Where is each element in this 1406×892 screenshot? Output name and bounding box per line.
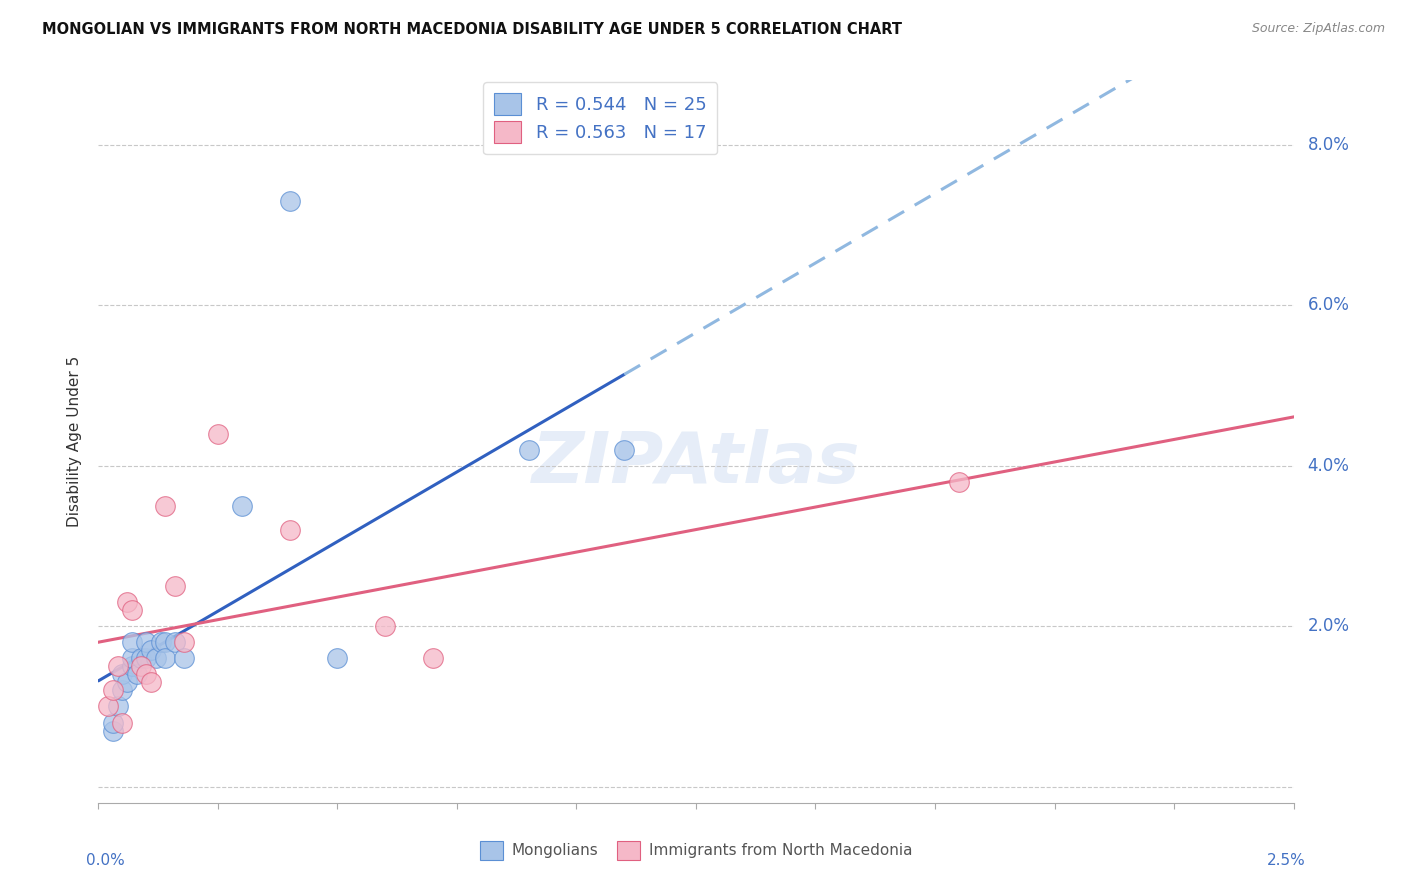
Point [111, 683, 134, 698]
Point [107, 659, 129, 673]
Text: 4.0%: 4.0% [1308, 457, 1350, 475]
Point [422, 651, 444, 665]
Point [517, 442, 540, 457]
Text: ZIPAtlas: ZIPAtlas [531, 429, 860, 498]
Point [131, 651, 153, 665]
Point [125, 667, 148, 681]
Point [121, 651, 143, 665]
Text: 6.0%: 6.0% [1308, 296, 1350, 314]
Point [131, 659, 153, 673]
Point [231, 499, 253, 513]
Point [121, 635, 143, 649]
Point [155, 651, 177, 665]
Y-axis label: Disability Age Under 5: Disability Age Under 5 [67, 356, 83, 527]
Text: 2.0%: 2.0% [1308, 617, 1350, 635]
Text: 0.0%: 0.0% [87, 854, 125, 869]
Point [173, 651, 195, 665]
Point [107, 699, 129, 714]
Point [115, 675, 138, 690]
Point [948, 475, 970, 489]
Point [121, 659, 143, 673]
Point [374, 619, 396, 633]
Point [111, 667, 134, 681]
Text: 2.5%: 2.5% [1267, 854, 1306, 869]
Text: 8.0%: 8.0% [1308, 136, 1350, 153]
Point [111, 715, 134, 730]
Point [163, 579, 186, 593]
Point [121, 603, 143, 617]
Point [155, 499, 177, 513]
Point [145, 651, 167, 665]
Legend: Mongolians, Immigrants from North Macedonia: Mongolians, Immigrants from North Macedo… [472, 833, 920, 867]
Point [155, 635, 177, 649]
Point [613, 442, 636, 457]
Point [326, 651, 349, 665]
Text: Source: ZipAtlas.com: Source: ZipAtlas.com [1251, 22, 1385, 36]
Point [173, 635, 195, 649]
Point [207, 426, 229, 441]
Point [139, 643, 162, 657]
Point [163, 635, 186, 649]
Point [101, 715, 124, 730]
Point [115, 595, 138, 609]
Point [135, 667, 157, 681]
Point [139, 675, 162, 690]
Point [149, 635, 172, 649]
Point [278, 523, 301, 537]
Text: MONGOLIAN VS IMMIGRANTS FROM NORTH MACEDONIA DISABILITY AGE UNDER 5 CORRELATION : MONGOLIAN VS IMMIGRANTS FROM NORTH MACED… [42, 22, 903, 37]
Point [101, 723, 124, 738]
Point [101, 683, 124, 698]
Point [97, 699, 120, 714]
Point [135, 635, 157, 649]
Point [135, 651, 157, 665]
Point [278, 194, 301, 208]
